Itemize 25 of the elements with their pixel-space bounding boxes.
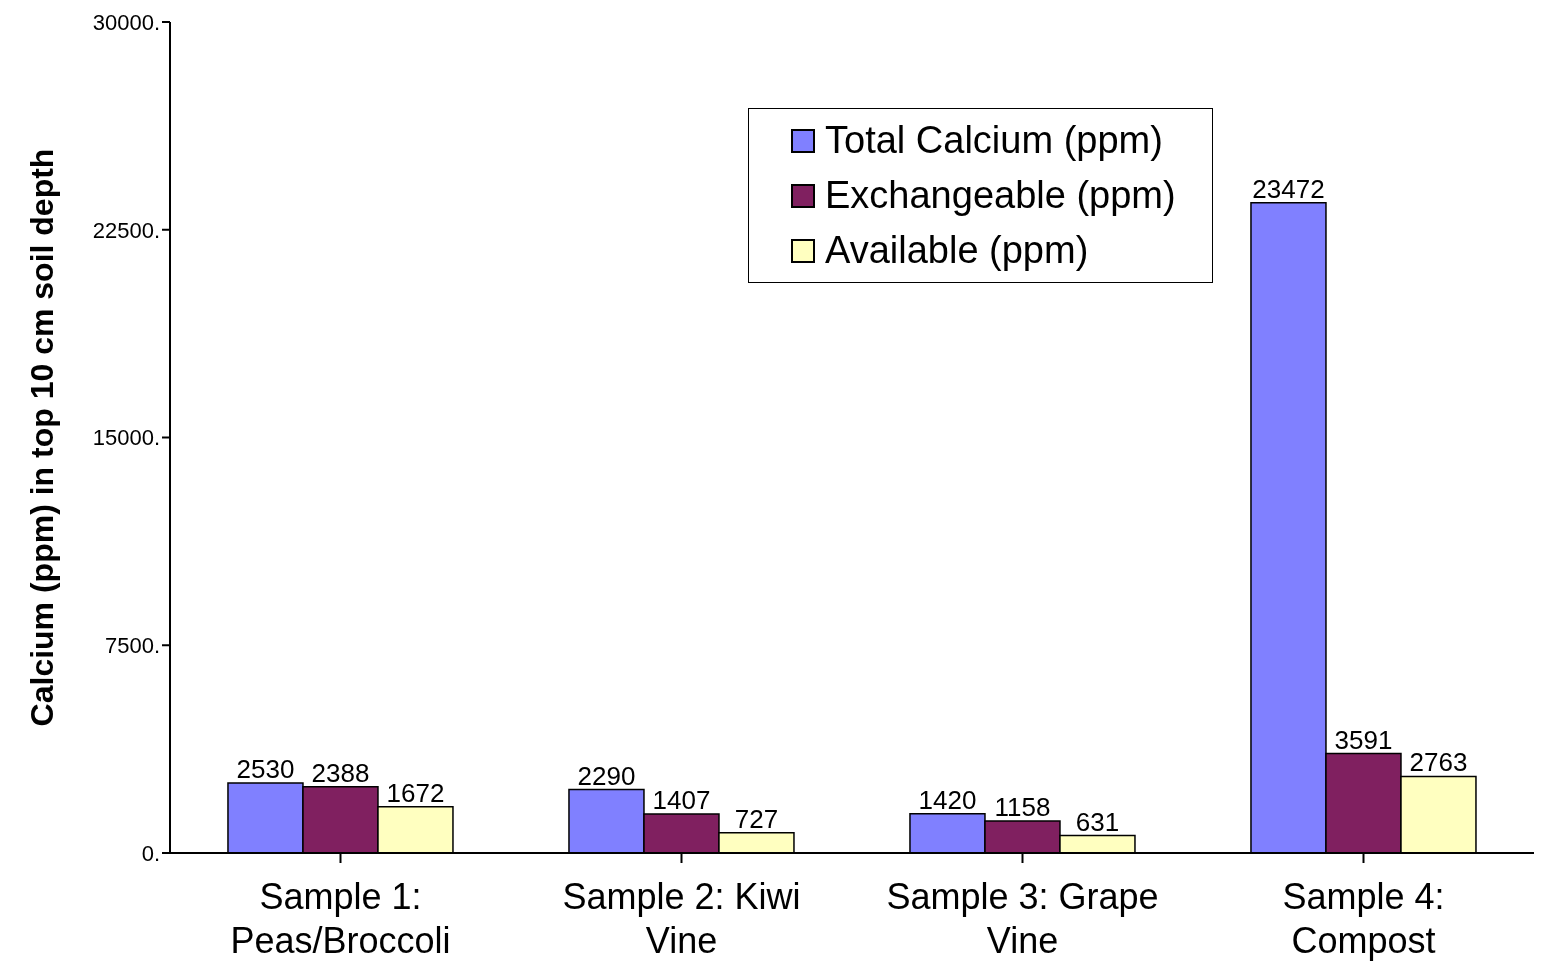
legend-label: Available (ppm): [825, 229, 1089, 272]
data-label: 2530: [236, 753, 295, 784]
x-tick-label: Sample 4: Compost: [1282, 876, 1445, 961]
data-label: 2388: [311, 757, 370, 788]
y-tick-label: 22500.: [92, 217, 160, 243]
x-tick-label: Sample 2: Kiwi Vine: [562, 876, 801, 961]
data-label: 1420: [918, 784, 977, 815]
data-label: 23472: [1252, 173, 1325, 204]
data-label: 2763: [1409, 747, 1468, 778]
legend-label: Exchangeable (ppm): [825, 174, 1176, 217]
x-tick-label: Sample 1: Peas/Broccoli: [230, 876, 451, 961]
y-axis-title: Calcium (ppm) in top 10 cm soil depth: [24, 148, 60, 727]
y-tick-label: 7500.: [104, 633, 160, 659]
data-label: 727: [734, 803, 779, 834]
data-label: 1407: [652, 785, 711, 816]
data-label: 1158: [994, 791, 1051, 822]
data-label: 1672: [386, 777, 445, 808]
y-tick-label: 15000.: [92, 425, 160, 451]
data-label: 3591: [1334, 724, 1393, 755]
y-tick-label: 30000.: [92, 9, 160, 35]
x-tick-label: Sample 3: Grape Vine: [886, 876, 1159, 961]
data-label: 2290: [577, 760, 636, 791]
y-tick-label: 0.: [141, 840, 160, 866]
data-label: 631: [1075, 806, 1120, 837]
legend-label: Total Calcium (ppm): [825, 119, 1163, 162]
